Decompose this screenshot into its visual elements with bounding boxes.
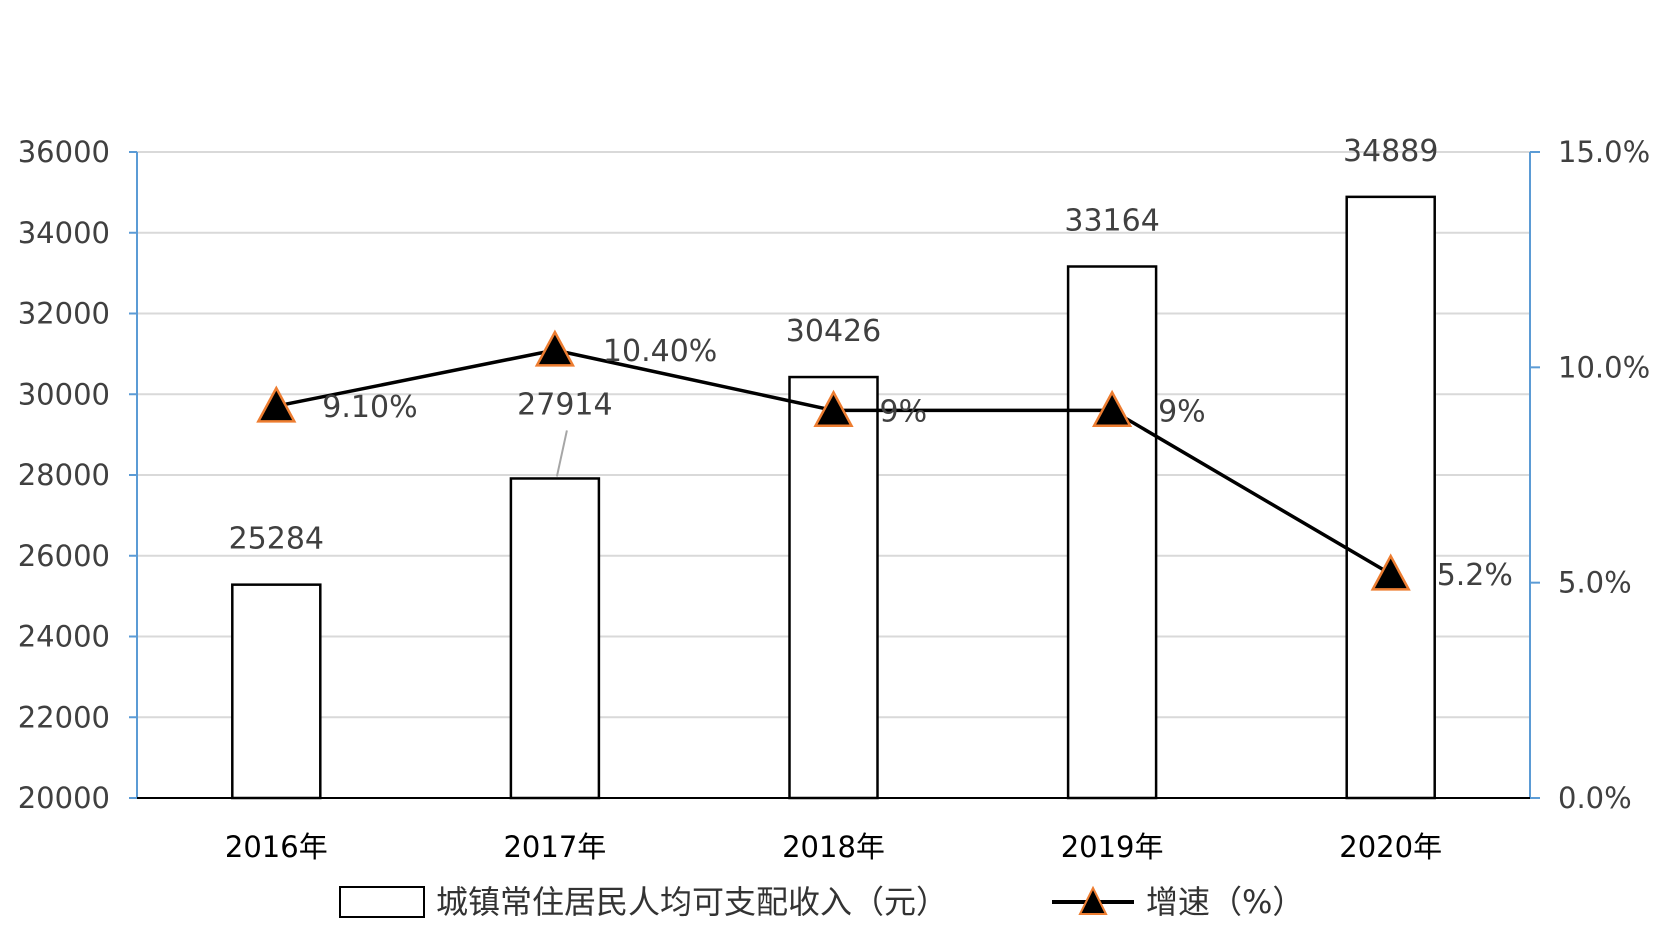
line-marker — [1092, 389, 1133, 427]
left-tick-label: 24000 — [18, 620, 110, 654]
category-label: 2019年 — [1061, 830, 1164, 864]
bar-data-label: 30426 — [786, 314, 881, 349]
line-data-label: 9% — [880, 394, 928, 429]
line-data-label: 9% — [1158, 394, 1206, 429]
bar-data-label: 34889 — [1343, 134, 1438, 169]
left-tick-label: 32000 — [18, 297, 110, 331]
line-data-label: 5.2% — [1437, 558, 1513, 593]
line-series — [256, 329, 1411, 591]
bar — [509, 477, 601, 800]
left-tick-label: 26000 — [18, 539, 110, 573]
left-tick-label: 34000 — [18, 216, 110, 250]
line-marker — [256, 385, 297, 423]
line-marker — [813, 389, 854, 427]
left-tick-label: 28000 — [18, 458, 110, 492]
bar — [788, 375, 879, 800]
bar-data-label: 27914 — [517, 387, 612, 422]
bar-data-label: 25284 — [229, 522, 324, 557]
bar-data-label: 33164 — [1064, 204, 1159, 239]
bar — [231, 583, 322, 800]
line-data-label: 9.10% — [322, 390, 417, 425]
right-tick-label: 15.0% — [1558, 135, 1650, 169]
line-marker — [1370, 553, 1411, 591]
left-tick-label: 36000 — [18, 135, 110, 169]
category-label: 2020年 — [1339, 830, 1442, 864]
line-data-label: 10.40% — [603, 334, 717, 369]
category-label: 2017年 — [503, 830, 606, 864]
legend-bar-label: 城镇常住居民人均可支配收入（元） — [436, 883, 948, 921]
bar — [1345, 195, 1436, 800]
legend: 城镇常住居民人均可支配收入（元） 增速（%） — [339, 883, 1304, 921]
line-marker — [534, 329, 575, 367]
label-leader-line — [555, 430, 568, 477]
left-tick-label: 30000 — [18, 377, 110, 411]
right-tick-label: 5.0% — [1558, 566, 1632, 600]
legend-bar-swatch — [339, 886, 425, 918]
tick-labels: 20000 22000 24000 26000 28000 30000 32000 34000… — [18, 135, 1650, 864]
bar — [1066, 265, 1158, 800]
category-label: 2016年 — [225, 830, 328, 864]
category-label: 2018年 — [782, 830, 885, 864]
left-tick-label: 20000 — [18, 781, 110, 815]
right-tick-label: 10.0% — [1558, 350, 1650, 384]
bar-series — [231, 195, 1436, 800]
left-tick-label: 22000 — [18, 700, 110, 734]
data-labels: 25284 27914 30426 33164 34889 9.10% 10.40% 9% 9%… — [229, 134, 1513, 593]
legend-triangle-icon — [1078, 885, 1108, 915]
right-tick-label: 0.0% — [1558, 781, 1632, 815]
legend-line-label: 增速（%） — [1146, 883, 1304, 921]
